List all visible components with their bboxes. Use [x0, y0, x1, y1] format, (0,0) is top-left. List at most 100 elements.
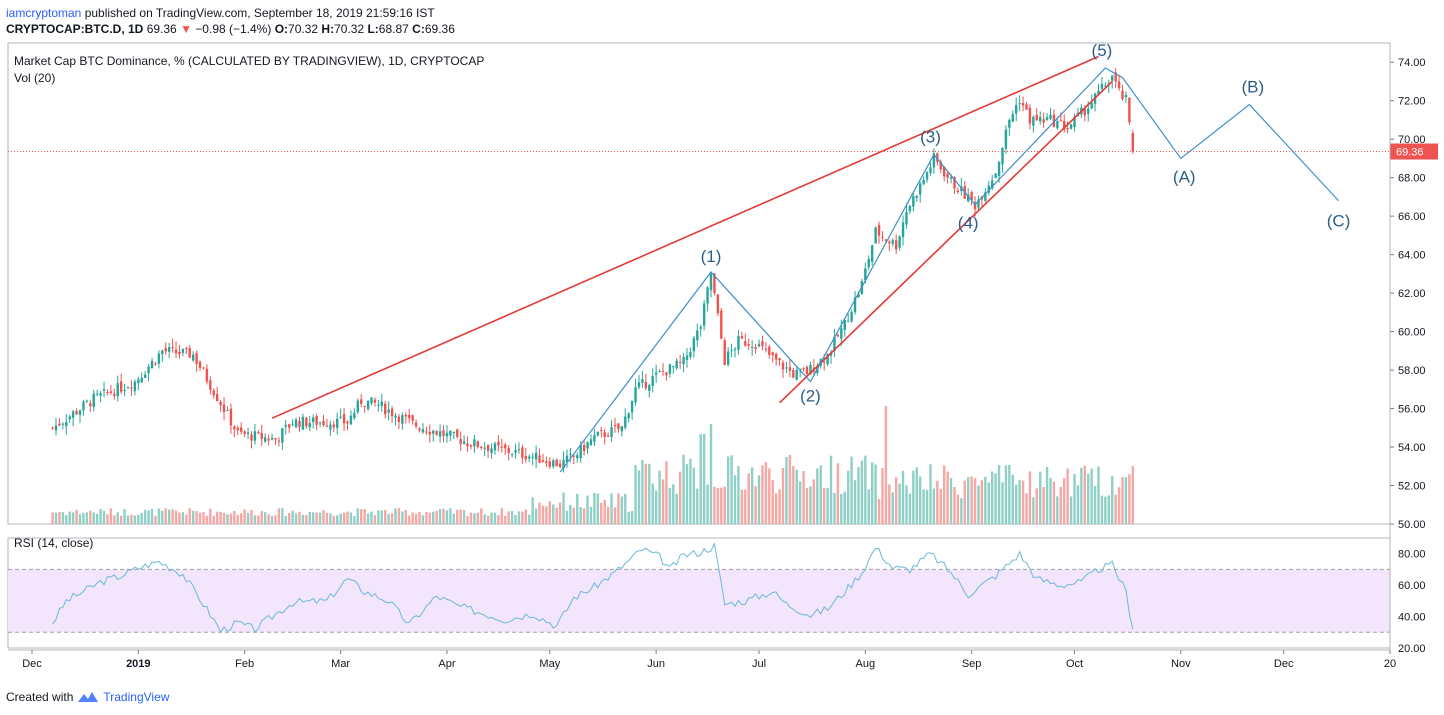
volume-bar: [531, 497, 534, 524]
volume-bar: [864, 455, 867, 524]
author-link[interactable]: iamcryptoman: [6, 6, 82, 20]
price-axis-label: 66.00: [1398, 211, 1426, 223]
volume-bar: [740, 489, 744, 524]
volume-bar: [942, 465, 946, 524]
candle-body: [768, 346, 771, 355]
volume-bar: [366, 513, 370, 524]
candle-body: [531, 456, 534, 458]
volume-bar: [781, 467, 785, 524]
volume-bar: [294, 513, 298, 524]
candle-body: [658, 371, 661, 373]
volume-bar: [353, 515, 356, 524]
candle-body: [624, 416, 627, 428]
volume-bar: [682, 454, 685, 524]
wave-label: (A): [1173, 167, 1196, 186]
volume-bar: [510, 510, 514, 524]
volume-bar: [925, 490, 929, 524]
candle-body: [336, 418, 339, 428]
price-axis-label: 52.00: [1398, 481, 1426, 493]
volume-bar: [342, 512, 346, 524]
volume-bar: [233, 511, 236, 524]
candle-body: [92, 393, 95, 408]
candle-body: [205, 368, 209, 382]
volume-bar: [915, 467, 918, 524]
candle-body: [315, 415, 318, 425]
volume-bar: [774, 493, 778, 524]
candle-body: [850, 311, 853, 322]
time-axis-label: Jul: [752, 658, 766, 670]
volume-bar: [764, 462, 768, 524]
footer: Created with TradingView: [6, 690, 169, 704]
candle-body: [589, 439, 593, 445]
candle-body: [966, 194, 970, 202]
candle-body: [226, 409, 229, 411]
volume-bar: [658, 470, 661, 524]
volume-bar: [1128, 474, 1131, 524]
volume-bar: [401, 511, 404, 524]
volume-bar: [946, 471, 949, 524]
volume-bar: [456, 509, 459, 524]
volume-bar: [1035, 488, 1038, 524]
volume-bar: [432, 511, 435, 524]
tradingview-brand-link[interactable]: TradingView: [103, 690, 170, 704]
candle-body: [133, 381, 137, 392]
volume-bar: [1131, 466, 1135, 524]
candle-body: [1011, 114, 1014, 122]
time-axis-label: Feb: [235, 658, 254, 670]
candle-body: [521, 447, 524, 458]
time-axis-label: Nov: [1171, 658, 1191, 670]
candle-body: [908, 205, 912, 212]
volume-bar: [178, 512, 181, 524]
volume-bar: [541, 505, 545, 524]
candle-body: [826, 353, 829, 365]
candle-body: [641, 379, 644, 383]
candle-body: [984, 192, 987, 201]
volume-bar: [89, 510, 92, 524]
rsi-band: [8, 569, 1390, 633]
time-axis-label: 20: [1384, 658, 1396, 670]
candle-body: [792, 370, 795, 378]
candle-body: [764, 348, 768, 350]
volume-bar: [860, 460, 864, 524]
candle-body: [191, 354, 195, 361]
volume-bar: [1083, 465, 1086, 524]
volume-bar: [617, 493, 620, 524]
wave-label: (3): [920, 128, 941, 147]
candle-body: [366, 400, 370, 410]
candle-body: [397, 416, 401, 423]
volume-bar: [548, 501, 552, 524]
candle-body: [1001, 147, 1004, 165]
volume-bar: [490, 512, 493, 524]
volume-bar: [497, 515, 500, 524]
symbol-ticker[interactable]: CRYPTOCAP:BTC.D, 1D: [6, 22, 144, 36]
candle-body: [870, 245, 874, 262]
volume-bar: [167, 509, 171, 524]
candle-body: [119, 381, 123, 392]
volume-bar: [301, 514, 305, 524]
candle-body: [651, 376, 654, 386]
volume-bar: [106, 514, 109, 524]
candle-body: [167, 347, 171, 352]
candle-body: [329, 424, 332, 430]
volume-bar: [654, 490, 658, 524]
candle-body: [774, 353, 778, 360]
volume-bar: [380, 510, 383, 524]
candle-body: [689, 351, 692, 357]
candle-body: [737, 336, 740, 350]
candle-body: [171, 346, 174, 348]
volume-bar: [147, 510, 150, 524]
candle-body: [82, 401, 85, 411]
volume-bar: [85, 512, 89, 524]
volume-bar: [68, 511, 71, 524]
volume-bar: [253, 515, 257, 524]
candle-body: [576, 455, 579, 459]
candle-body: [761, 341, 764, 347]
candle-body: [497, 441, 500, 446]
volume-bar: [377, 510, 380, 524]
candle-body: [483, 447, 486, 449]
low-value: 68.87: [378, 22, 409, 36]
volume-bar: [360, 509, 363, 524]
candle-body: [942, 166, 946, 177]
volume-bar: [984, 476, 987, 524]
